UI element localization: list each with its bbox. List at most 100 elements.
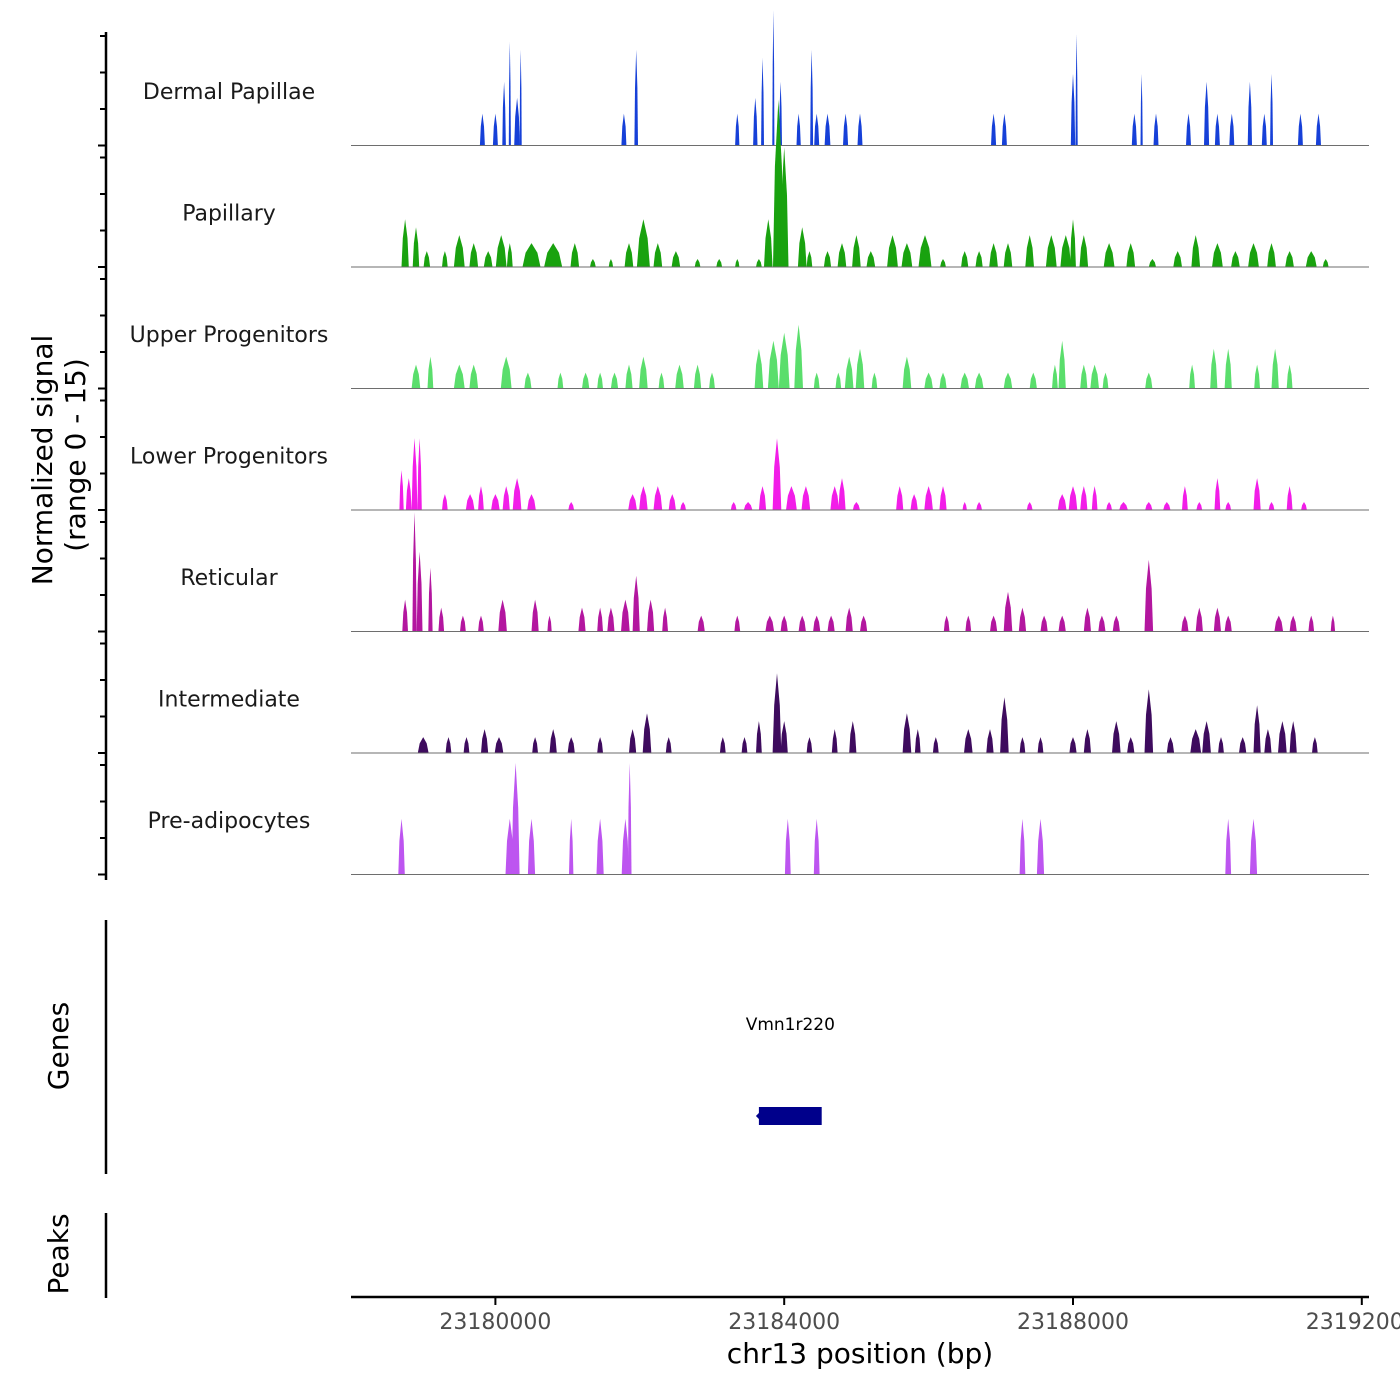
signal-peak [1190,729,1202,753]
signal-peak [634,49,638,146]
signal-peak [965,615,972,632]
signal-peak [797,227,807,267]
signal-peak [481,729,489,753]
signal-peak [974,372,984,389]
signal-peak [647,599,655,632]
signal-peak [845,607,853,632]
gene-strand-arrow [755,1111,761,1121]
signal-peak [1069,737,1077,753]
signal-peak [1271,348,1279,389]
signal-peak [479,113,485,146]
signal-peak [1285,251,1294,267]
signal-peak [465,494,475,510]
signal-peak [939,372,947,389]
signal-peak [735,259,740,267]
signal-peak [1204,81,1210,146]
signal-peak [1248,243,1259,267]
signal-peak [492,113,498,146]
y-axis-title: Normalized signal [26,335,59,586]
signal-peak [1068,486,1078,510]
signal-peak [478,486,484,510]
signal-peak [830,486,840,510]
signal-peak [1182,486,1188,510]
signal-peak [758,486,767,510]
signal-peak [478,615,484,632]
signal-peak [1058,340,1066,389]
signal-peak [1091,486,1098,510]
signal-peak [502,486,510,510]
signal-peak [786,486,797,510]
signal-peak [438,607,445,632]
signal-peak [1144,689,1154,753]
signal-peak [675,364,684,389]
signal-peak [1247,81,1252,146]
signal-peak [653,243,663,267]
signal-peak [596,818,604,875]
signal-peak [989,243,998,267]
signal-peak [852,502,860,510]
signal-peak [607,607,615,632]
gene-annotations: Vmn1r220 [746,1015,835,1125]
signal-peak [1025,235,1034,267]
signal-peak [1289,721,1297,753]
signal-peak [1112,615,1120,632]
signal-peak [671,251,681,267]
signal-peak [754,348,764,389]
signal-peak [1000,697,1009,753]
signal-peak [765,615,775,632]
signal-peak [567,737,575,753]
signal-peak [417,438,422,510]
track-5 [351,512,1369,632]
signal-peak [597,372,603,389]
signal-peak [624,243,634,267]
signal-peak [1173,251,1182,267]
signal-peak [914,729,921,753]
track-6 [351,673,1369,754]
signal-peak [522,243,541,267]
signal-peak [642,713,652,753]
signal-peak [693,364,702,389]
signal-peak [1224,615,1232,632]
signal-peak [1239,737,1247,753]
signal-peak [1036,818,1045,875]
signal-peak [813,818,820,875]
signal-peak [1070,73,1076,146]
signal-peak [772,10,775,146]
track-label: Lower Progenitors [130,445,328,470]
signal-peak [1267,243,1276,267]
signal-peak [778,332,790,389]
signal-peak [852,235,861,267]
signal-peak [855,348,865,389]
signal-peak [764,219,773,267]
signal-peak [824,113,831,146]
signal-peak [1308,615,1315,632]
signal-peak [524,372,532,389]
signal-peak [519,49,522,146]
signal-peak [991,113,997,146]
signal-peak [1191,235,1201,267]
signal-peak [902,713,912,753]
signal-peak [469,243,479,267]
signal-peak [1098,615,1106,632]
signal-peak [625,364,633,389]
signal-peak [569,818,574,875]
signal-peak [500,356,512,389]
peaks-panel-label: Peaks [42,1213,75,1294]
signal-peak [460,615,466,632]
signal-peak [636,219,650,267]
track-label: Pre-adipocytes [148,809,311,834]
signal-peak [1045,235,1057,267]
track-label: Dermal Papillae [143,80,315,105]
signal-peak [741,737,748,753]
signal-peak [1083,607,1091,632]
signal-peak [761,57,764,146]
genes-panel-label: Genes [42,1002,75,1090]
signal-peak [1080,364,1088,389]
signal-peak [943,615,950,632]
signal-peak [962,502,967,510]
signal-peak [1249,818,1258,875]
signal-peak [1231,251,1240,267]
signal-peak [412,512,417,632]
signal-peak [901,243,913,267]
signal-peak [597,607,603,632]
